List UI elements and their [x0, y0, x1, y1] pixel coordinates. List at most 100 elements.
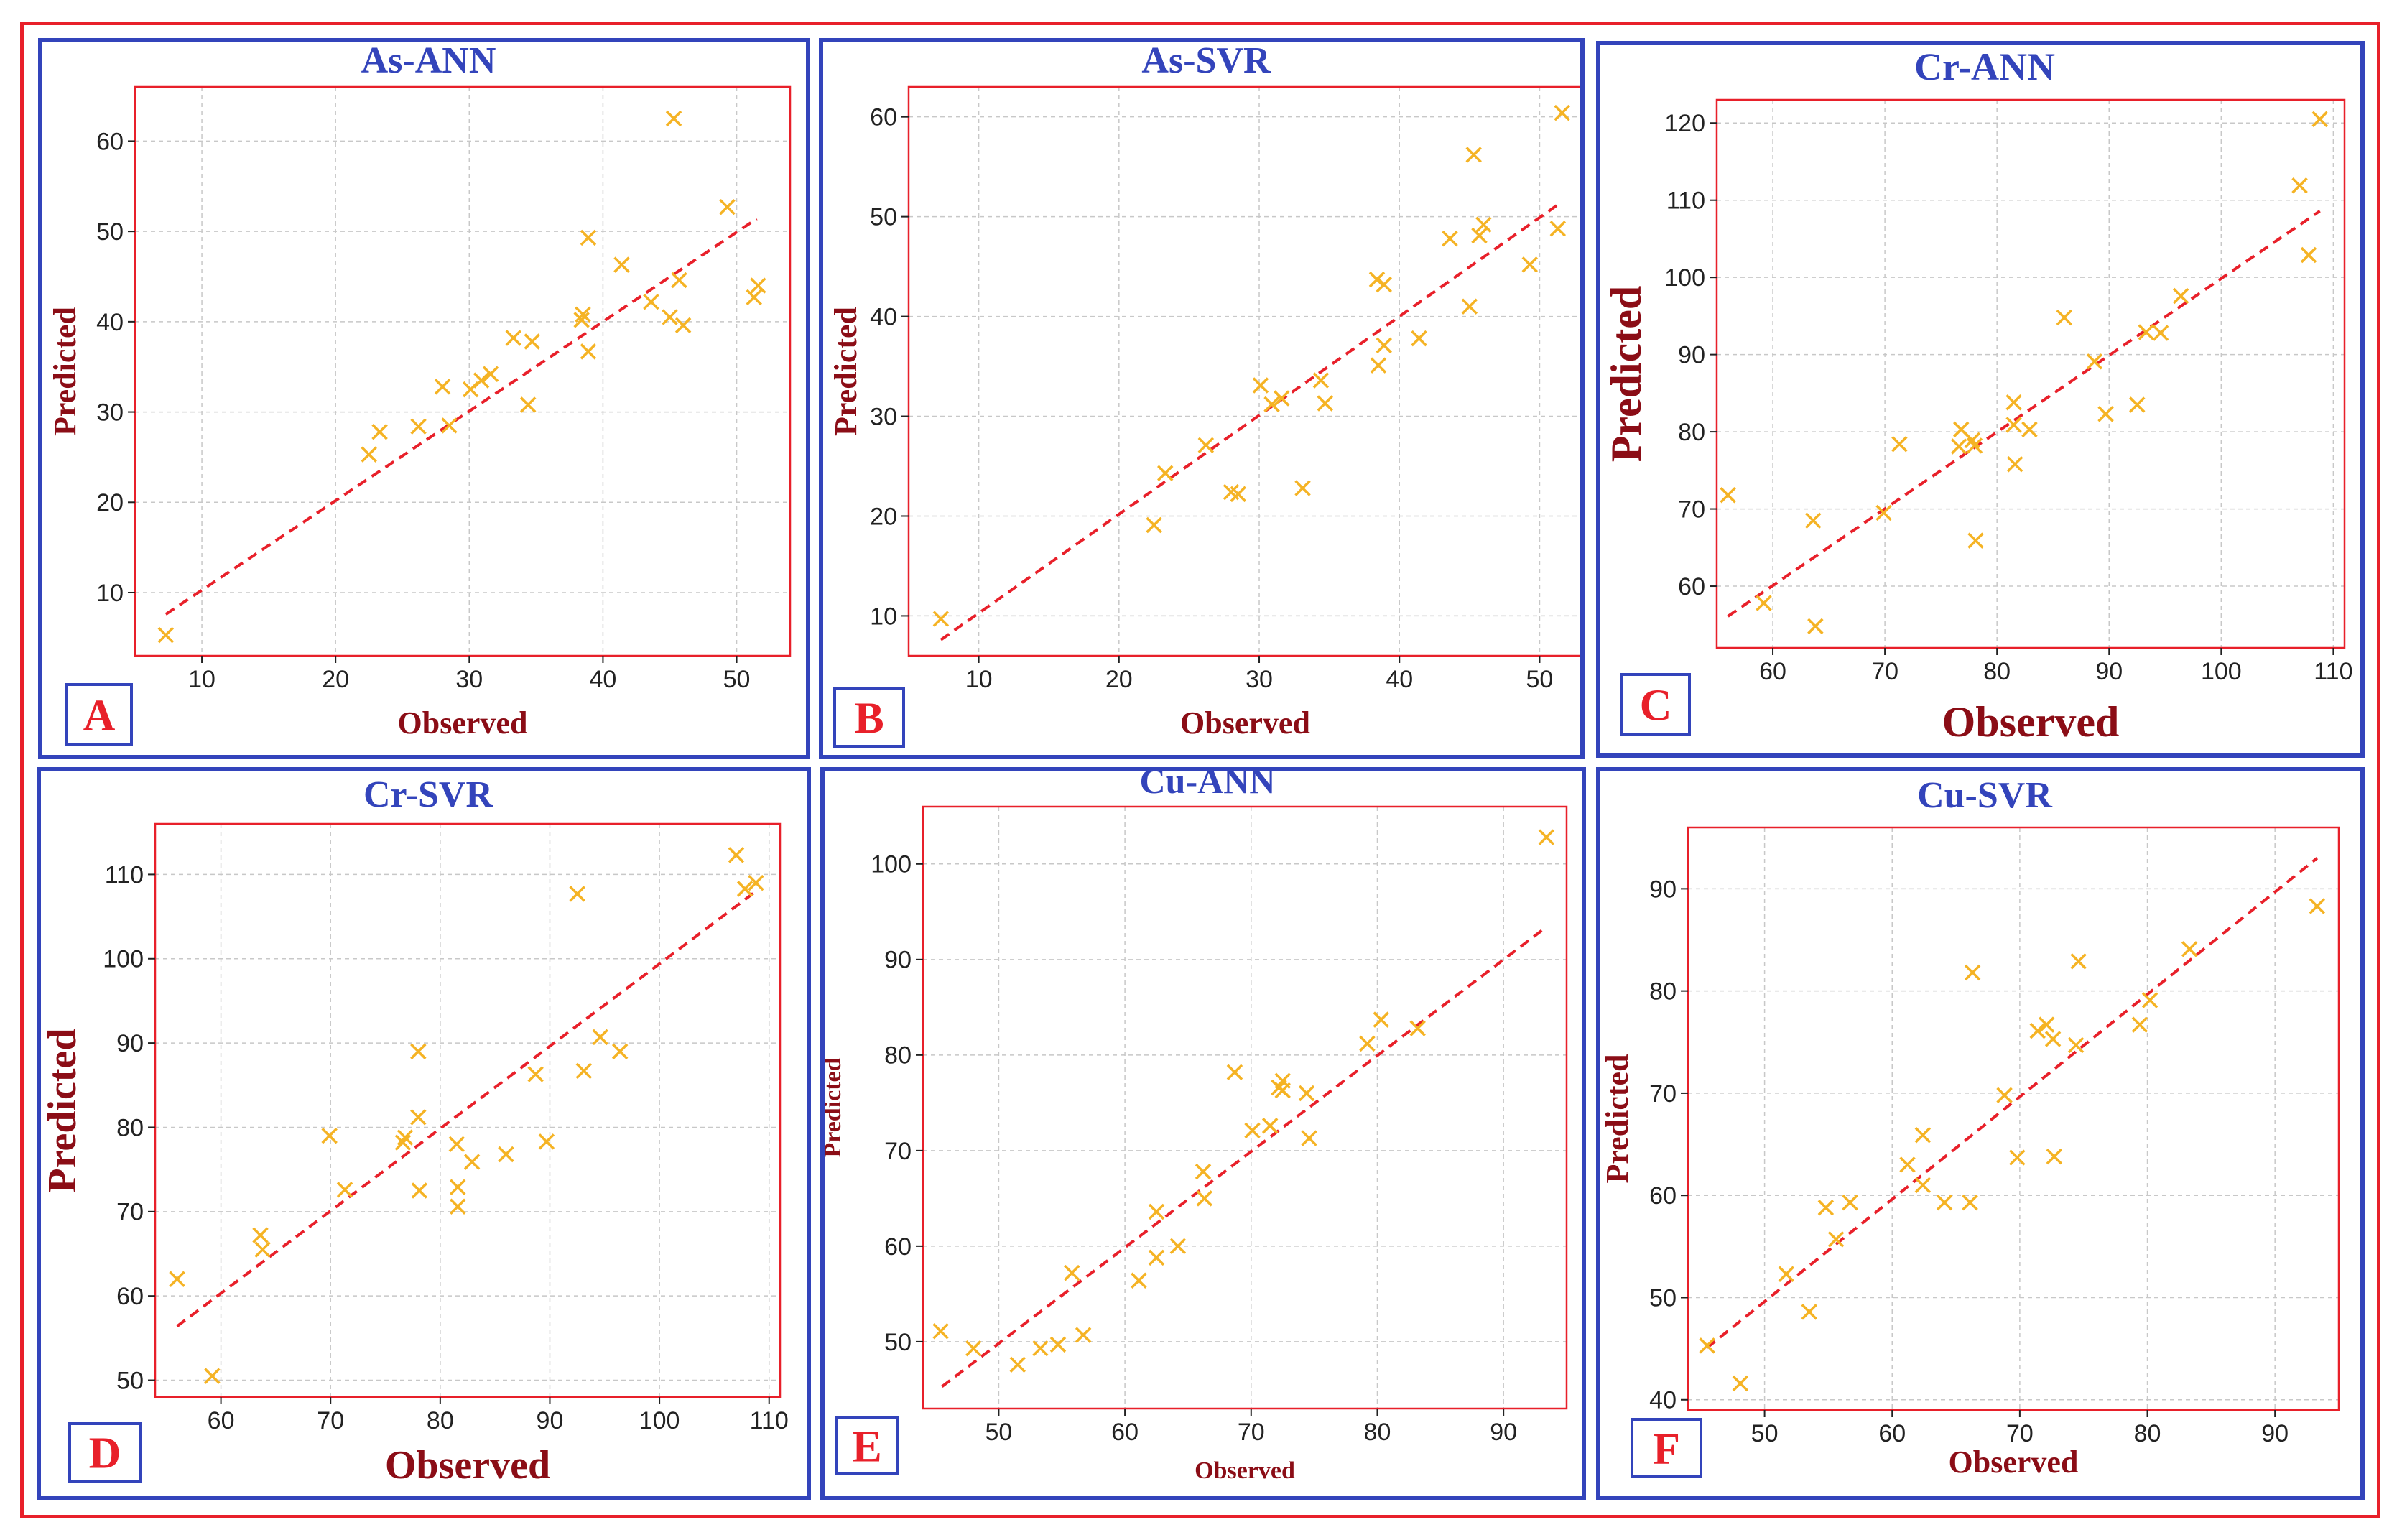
- y-axis-label: Predicted: [828, 307, 863, 436]
- y-tick-label: 20: [870, 503, 897, 530]
- panel-a: 10 20 30 40 50 10 20 30 40 50 60 As-ANN Observed Pred…: [38, 38, 810, 759]
- data-point: [2131, 1016, 2148, 1033]
- panel-letter-box: [835, 1416, 899, 1475]
- x-axis-label: Observed: [1195, 1457, 1295, 1484]
- data-point: [2005, 417, 2022, 433]
- x-tick-label: 100: [2201, 658, 2242, 685]
- y-tick-label: 60: [870, 104, 897, 131]
- data-point: [1298, 1085, 1315, 1102]
- y-axis-label: Predicted: [1603, 286, 1650, 462]
- data-point: [1409, 1020, 1426, 1036]
- y-tick-label: 80: [1678, 419, 1705, 446]
- data-point: [1230, 486, 1246, 503]
- data-point: [1817, 1200, 1835, 1216]
- x-axis-label: Observed: [1180, 705, 1310, 741]
- plot-area-border: [1687, 826, 2340, 1411]
- x-tick-label: 90: [1490, 1419, 1517, 1446]
- x-tick-label: 30: [1246, 666, 1273, 693]
- data-point: [1148, 1249, 1165, 1266]
- y-tick-label: 90: [1678, 342, 1705, 369]
- y-tick-label: 90: [884, 947, 912, 974]
- data-point: [1442, 230, 1458, 247]
- y-tick-label: 90: [1649, 876, 1677, 903]
- fit-line: [941, 927, 1547, 1388]
- data-point: [1465, 147, 1482, 163]
- data-point: [1807, 618, 1824, 635]
- fit-line: [940, 201, 1562, 641]
- x-tick-label: 90: [2261, 1420, 2289, 1447]
- data-point: [750, 277, 766, 294]
- data-point: [1131, 1272, 1147, 1289]
- data-point: [538, 1133, 555, 1150]
- data-point: [394, 1134, 412, 1151]
- fit-line: [1727, 210, 2321, 618]
- x-axis-label: Observed: [1949, 1444, 2079, 1480]
- y-tick-label: 90: [116, 1030, 144, 1057]
- data-point: [411, 1182, 428, 1199]
- data-point: [1720, 486, 1736, 504]
- x-tick-label: 70: [317, 1407, 344, 1434]
- data-point: [719, 198, 736, 215]
- panel-f: 50 60 70 80 90 40 50 60 70 80 90 Cu-SVR Observed Pred…: [1596, 767, 2365, 1500]
- fit-line: [1706, 857, 2319, 1349]
- y-tick-label: 70: [884, 1138, 912, 1165]
- data-point: [1950, 438, 1967, 455]
- data-point: [1376, 276, 1392, 293]
- data-point: [1699, 1337, 1715, 1354]
- data-point: [1156, 465, 1174, 481]
- y-tick-label: 40: [870, 303, 897, 330]
- data-point: [1891, 436, 1908, 453]
- data-point: [1009, 1356, 1026, 1373]
- data-point: [397, 1129, 414, 1146]
- plot-area-border: [134, 85, 792, 657]
- panel-e: 50 60 70 80 90 50 60 70 80 90 100 Cu-ANN Observed Pre…: [820, 767, 1586, 1500]
- plot-area-border: [1715, 98, 2346, 649]
- data-point: [1226, 1064, 1243, 1081]
- data-point: [1778, 1266, 1795, 1283]
- data-point: [2311, 111, 2328, 128]
- data-point: [498, 1146, 514, 1163]
- data-point: [1875, 504, 1892, 521]
- data-point: [2044, 1031, 2062, 1047]
- y-axis-label: Predicted: [41, 1028, 85, 1192]
- data-point: [463, 1154, 481, 1170]
- y-tick-label: 70: [1678, 496, 1705, 523]
- data-point: [434, 379, 451, 395]
- data-point: [575, 1062, 593, 1080]
- data-point: [1967, 532, 1984, 549]
- chart-title: Cu-ANN: [1140, 771, 1276, 801]
- fit-line: [176, 890, 757, 1328]
- data-point: [336, 1182, 353, 1198]
- data-point: [1471, 227, 1488, 244]
- panel-letter-box: [68, 1422, 142, 1483]
- data-point: [2086, 353, 2103, 370]
- data-point: [611, 1043, 629, 1060]
- scatter-chart-c: 60 70 80 90 100 110 60 70 80 90 100 110 120 Cr-ANN Obs…: [1603, 45, 2353, 746]
- x-tick-label: 70: [1238, 1419, 1265, 1446]
- data-point: [410, 418, 427, 435]
- y-tick-label: 10: [870, 603, 897, 630]
- panel-letter: D: [89, 1429, 121, 1478]
- y-tick-label: 50: [116, 1367, 144, 1394]
- scatter-chart-b: 10 20 30 40 50 10 20 30 40 50 60 As-SVR Observed Pred…: [828, 42, 1580, 748]
- data-point: [1196, 1190, 1213, 1207]
- x-tick-label: 60: [208, 1407, 235, 1434]
- panel-letter-box: [833, 687, 905, 748]
- data-point: [1148, 1203, 1165, 1220]
- chart-title: Cu-SVR: [1917, 775, 2053, 816]
- data-point: [2029, 1022, 2046, 1039]
- y-tick-label: 30: [870, 403, 897, 430]
- data-point: [361, 446, 377, 463]
- data-point: [2129, 396, 2146, 413]
- x-tick-label: 90: [2095, 658, 2123, 685]
- data-point: [1312, 372, 1330, 389]
- data-point: [1804, 512, 1822, 529]
- x-tick-label: 50: [1751, 1420, 1779, 1447]
- y-tick-label: 110: [1666, 187, 1705, 215]
- data-point: [254, 1241, 271, 1258]
- y-axis-label: Predicted: [1600, 1054, 1635, 1183]
- data-point: [2141, 992, 2158, 1008]
- x-tick-label: 60: [1111, 1419, 1139, 1446]
- x-tick-label: 50: [985, 1419, 1012, 1446]
- panel-letter: A: [83, 692, 116, 741]
